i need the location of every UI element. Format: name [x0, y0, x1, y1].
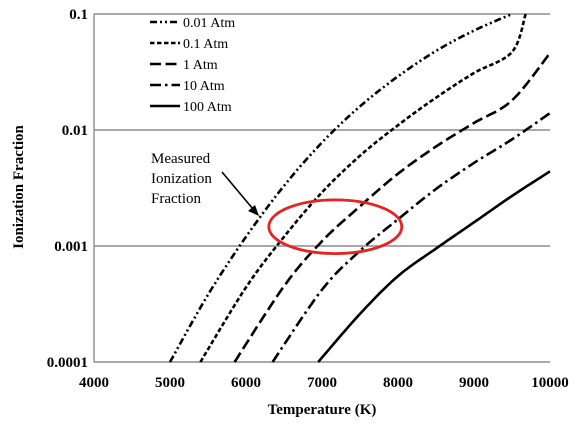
legend-label: 0.01 Atm	[183, 16, 235, 31]
x-tick-label: 4000	[79, 375, 109, 391]
legend: 0.01 Atm 0.1 Atm 1 Atm 10 Atm 100 Atm	[150, 16, 235, 115]
x-tick-label: 10000	[531, 375, 569, 391]
x-axis-title: Temperature (K)	[268, 402, 377, 418]
grid-lines	[94, 13, 550, 247]
legend-label: 1 Atm	[183, 58, 218, 73]
x-tick-label: 9000	[459, 375, 489, 391]
x-tick-label: 7000	[307, 375, 337, 391]
series-line-1-atm	[233, 52, 552, 363]
annotation-arrowhead	[248, 205, 259, 216]
x-tick-label: 6000	[231, 375, 261, 391]
legend-label: 10 Atm	[183, 79, 225, 94]
y-tick-label: 0.01	[62, 123, 88, 139]
x-tick-label: 8000	[383, 375, 413, 391]
tick-labels: 0.0001 0.001 0.01 0.1 4000 5000 6000 7000 8000 90…	[47, 7, 569, 391]
annotation: Measured Ionization Fraction	[151, 151, 259, 216]
series-line-0-01-atm	[168, 12, 513, 363]
y-tick-label: 0.0001	[47, 355, 88, 371]
y-axis-title: Ionization Fraction	[11, 124, 27, 248]
legend-label: 0.1 Atm	[183, 37, 228, 52]
annotation-line-1: Measured	[151, 151, 211, 167]
annotation-arrow	[221, 171, 254, 210]
axes	[93, 14, 550, 363]
series-line-0-1-atm	[199, 13, 527, 363]
series-line-100-atm	[317, 170, 551, 363]
series-line-10-atm	[271, 111, 551, 363]
highlight-layer	[267, 198, 404, 255]
annotation-line-3: Fraction	[151, 191, 201, 207]
measured-ionization-ellipse	[267, 198, 404, 255]
legend-label: 100 Atm	[183, 100, 232, 115]
series-lines	[168, 12, 552, 363]
y-tick-label: 0.1	[69, 7, 88, 23]
x-tick-label: 5000	[155, 375, 185, 391]
y-tick-label: 0.001	[54, 239, 88, 255]
annotation-line-2: Ionization	[151, 171, 212, 187]
